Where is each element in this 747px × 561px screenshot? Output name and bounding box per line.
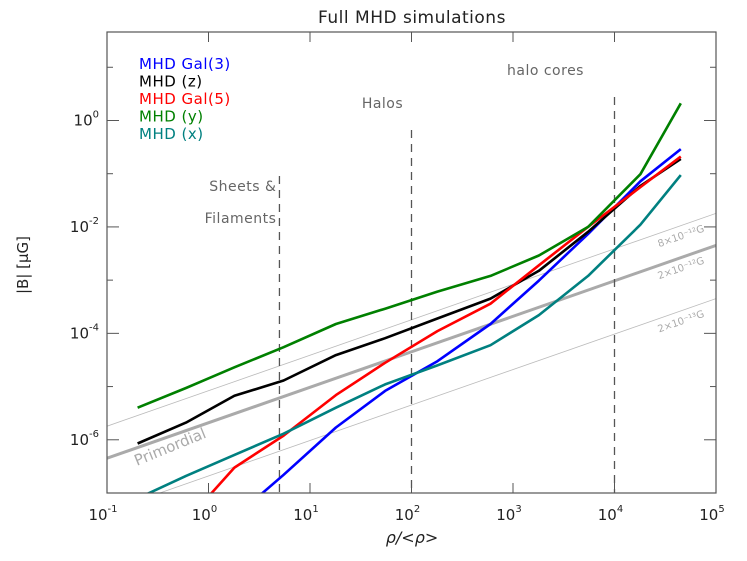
x-tick-label: 103 — [496, 504, 521, 524]
legend-entry: MHD Gal(3) — [139, 55, 231, 73]
reference-line-label: 2×10⁻¹³G — [656, 309, 705, 335]
region-label: Halos — [362, 96, 403, 112]
x-axis-label: ρ/<ρ> — [386, 528, 439, 547]
legend-entry: MHD Gal(5) — [139, 90, 231, 108]
y-tick-label: 100 — [74, 109, 99, 129]
x-tick-label: 102 — [395, 504, 420, 524]
series-line-mhd-gal-3- — [260, 148, 682, 493]
y-axis-label: |B| [μG] — [14, 236, 32, 294]
series-lines — [137, 102, 682, 493]
reference-line-2 — [158, 298, 716, 493]
y-tick-label: 10-4 — [70, 322, 99, 342]
series-line-mhd-y- — [137, 102, 682, 409]
reference-line-label: 2×10⁻¹²G — [656, 256, 705, 282]
vertical-markers: Sheets & Filaments Halos halo cores — [205, 63, 616, 493]
x-tick-label: 105 — [699, 504, 724, 524]
x-tick-label: 10-1 — [88, 504, 117, 524]
series-line-mhd-gal-5- — [209, 155, 682, 493]
legend-entry: MHD (x) — [139, 125, 204, 143]
legend: MHD Gal(3)MHD (z)MHD Gal(5)MHD (y)MHD (x… — [139, 55, 231, 143]
y-tick-label: 10-2 — [70, 216, 99, 236]
legend-entry: MHD (y) — [139, 108, 204, 126]
series-line-mhd-z- — [137, 157, 682, 445]
x-tick-label: 100 — [192, 504, 217, 524]
reference-line-label: 8×10⁻¹²G — [656, 224, 705, 250]
x-tick-label: 101 — [293, 504, 318, 524]
x-tick-label: 104 — [598, 504, 623, 524]
region-label: Sheets & — [209, 179, 276, 195]
region-label: halo cores — [507, 63, 584, 79]
y-tick-label: 10-6 — [70, 429, 99, 449]
chart-title: Full MHD simulations — [318, 8, 506, 28]
region-label: Filaments — [205, 211, 277, 227]
legend-entry: MHD (z) — [139, 73, 203, 91]
series-line-mhd-x- — [146, 174, 682, 493]
